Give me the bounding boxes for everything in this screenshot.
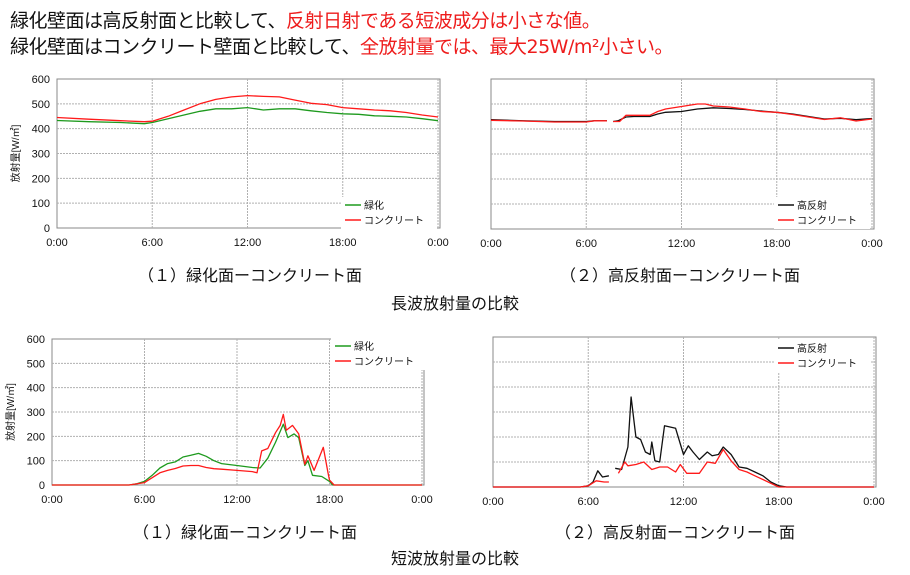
legend-label: コンクリート [354, 356, 414, 368]
y-tick-label: 600 [32, 74, 50, 86]
legend-label: コンクリート [797, 215, 857, 227]
x-tick-label: 12:00 [670, 496, 698, 508]
x-tick-label: 0:00 [480, 238, 501, 250]
x-tick-label: 18:00 [765, 496, 793, 508]
y-tick-label: 600 [27, 334, 45, 346]
chart-3: 0:00 6:00 12:00 18:00 0:00 0 100 200 300 400 500 60… [4, 334, 433, 506]
legend-label: 高反射 [797, 342, 827, 355]
legend-background [774, 197, 870, 229]
chart-1: 0:00 6:00 12:00 18:00 0:00 0 100 200 300 400 500 60… [9, 74, 449, 249]
y-tick-label: 500 [27, 358, 45, 370]
y-tick-label: 200 [27, 431, 45, 443]
x-tick-label: 0:00 [41, 494, 62, 506]
y-tick-label: 400 [27, 383, 45, 395]
x-tick-label: 12:00 [668, 238, 696, 250]
x-tick-label: 6:00 [134, 494, 155, 506]
x-tick-label: 18:00 [316, 494, 344, 506]
x-tick-label: 6:00 [578, 496, 599, 508]
series-line-2 [52, 413, 422, 486]
x-tick-label: 18:00 [329, 237, 357, 249]
legend-background [774, 340, 870, 372]
x-tick-label: 12:00 [223, 494, 251, 506]
legend-label: 緑化 [354, 340, 374, 353]
y-tick-label: 100 [32, 198, 50, 210]
series-line-2 [490, 103, 873, 123]
caption-long-group: 長波放射量の比較 [390, 294, 520, 313]
y-tick-label: 0 [39, 480, 45, 492]
legend-background [331, 338, 427, 370]
headline-1-black: 緑化壁面は高反射面と比較して、 [10, 10, 286, 32]
headline-2-black: 緑化壁面はコンクリート壁面と比較して、 [10, 36, 360, 58]
caption-long-left: （１）緑化面ーコンクリート面 [137, 266, 363, 285]
y-tick-label: 200 [32, 173, 50, 185]
headline-line-1: 緑化壁面は高反射面と比較して、反射日射である短波成分は小さな値。 [10, 6, 601, 33]
x-tick-label: 0:00 [863, 496, 884, 508]
y-tick-label: 500 [32, 99, 50, 111]
x-tick-label: 0:00 [46, 237, 67, 249]
x-tick-label: 6:00 [576, 238, 597, 250]
series-line-2 [493, 448, 874, 488]
x-tick-label: 0:00 [482, 496, 503, 508]
caption-short-left: （１）緑化面ーコンクリート面 [132, 523, 358, 542]
series-line-2 [56, 94, 439, 123]
headline-2-red: 全放射量では、最大25W/m²小さい。 [359, 36, 674, 58]
headline-line-2: 緑化壁面はコンクリート壁面と比較して、全放射量では、最大25W/m²小さい。 [10, 32, 673, 59]
y-axis-label: 放射量[W/㎡] [9, 124, 22, 182]
legend-label: コンクリート [364, 215, 424, 227]
y-tick-label: 300 [27, 407, 45, 419]
x-tick-label: 0:00 [411, 494, 432, 506]
legend-label: コンクリート [797, 358, 857, 370]
x-tick-label: 18:00 [763, 238, 791, 250]
headline-1-red: 反射日射である短波成分は小さな値。 [285, 10, 601, 32]
y-tick-label: 0 [44, 223, 50, 235]
x-tick-label: 6:00 [142, 237, 163, 249]
y-tick-label: 400 [32, 124, 50, 136]
y-axis-label: 放射量[W/㎡] [4, 383, 17, 441]
series-line-1 [52, 423, 422, 486]
caption-long-right: （２）高反射面ーコンクリート面 [559, 266, 801, 285]
x-tick-label: 12:00 [234, 237, 262, 249]
series-line-1 [56, 106, 439, 125]
x-tick-label: 0:00 [861, 238, 882, 250]
legend-label: 高反射 [797, 199, 827, 212]
caption-short-group: 短波放射量の比較 [390, 549, 520, 568]
y-tick-label: 300 [32, 149, 50, 161]
legend-label: 緑化 [364, 199, 384, 212]
x-tick-label: 0:00 [427, 237, 448, 249]
y-tick-label: 100 [27, 456, 45, 468]
caption-short-right: （２）高反射面ーコンクリート面 [554, 523, 796, 542]
legend-background [341, 197, 437, 229]
